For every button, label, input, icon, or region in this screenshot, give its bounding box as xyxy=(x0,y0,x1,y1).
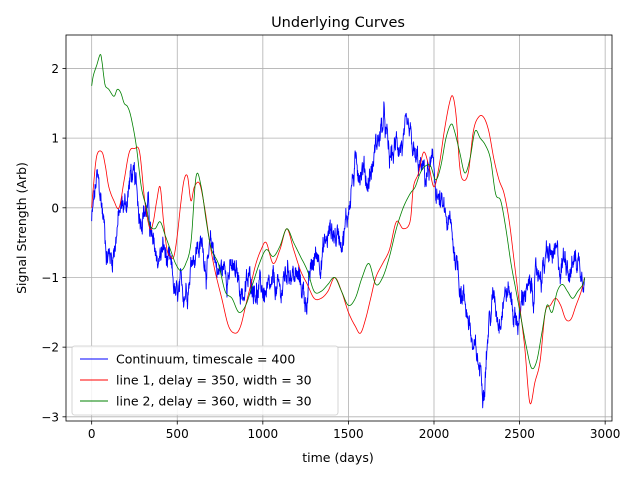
plot-area xyxy=(91,54,586,409)
series-line-2 xyxy=(91,95,585,405)
y-tick-label: 0 xyxy=(51,201,59,215)
chart-title: Underlying Curves xyxy=(271,15,405,31)
x-tick-label: 1500 xyxy=(333,427,364,441)
plot-frame xyxy=(65,34,613,422)
y-axis: −3 −2 −1 0 1 2 xyxy=(41,62,66,424)
y-tick-label: 2 xyxy=(51,62,59,76)
x-tick-label: 1000 xyxy=(248,427,279,441)
series-line-3 xyxy=(91,54,586,370)
y-axis-label: Signal Strength (Arb) xyxy=(14,162,29,294)
y-tick-label: −2 xyxy=(41,341,59,355)
y-tick-label: 1 xyxy=(51,132,59,146)
legend-label: line 1, delay = 350, width = 30 xyxy=(116,373,312,388)
x-tick-label: 500 xyxy=(166,427,189,441)
y-tick-label: −3 xyxy=(41,410,59,424)
x-tick-label: 2500 xyxy=(504,427,535,441)
series-line-1 xyxy=(91,101,586,409)
x-axis: 0 500 1000 1500 2000 2500 3000 xyxy=(88,421,621,441)
y-tick-label: −1 xyxy=(41,271,59,285)
legend: Continuum, timescale = 400 line 1, delay … xyxy=(71,345,339,416)
x-axis-label: time (days) xyxy=(302,450,373,465)
x-tick-label: 3000 xyxy=(590,427,621,441)
legend-label: line 2, delay = 360, width = 30 xyxy=(116,394,312,409)
legend-label: Continuum, timescale = 400 xyxy=(116,352,295,367)
x-tick-label: 0 xyxy=(88,427,96,441)
legend-box xyxy=(71,345,339,416)
x-tick-label: 2000 xyxy=(419,427,450,441)
